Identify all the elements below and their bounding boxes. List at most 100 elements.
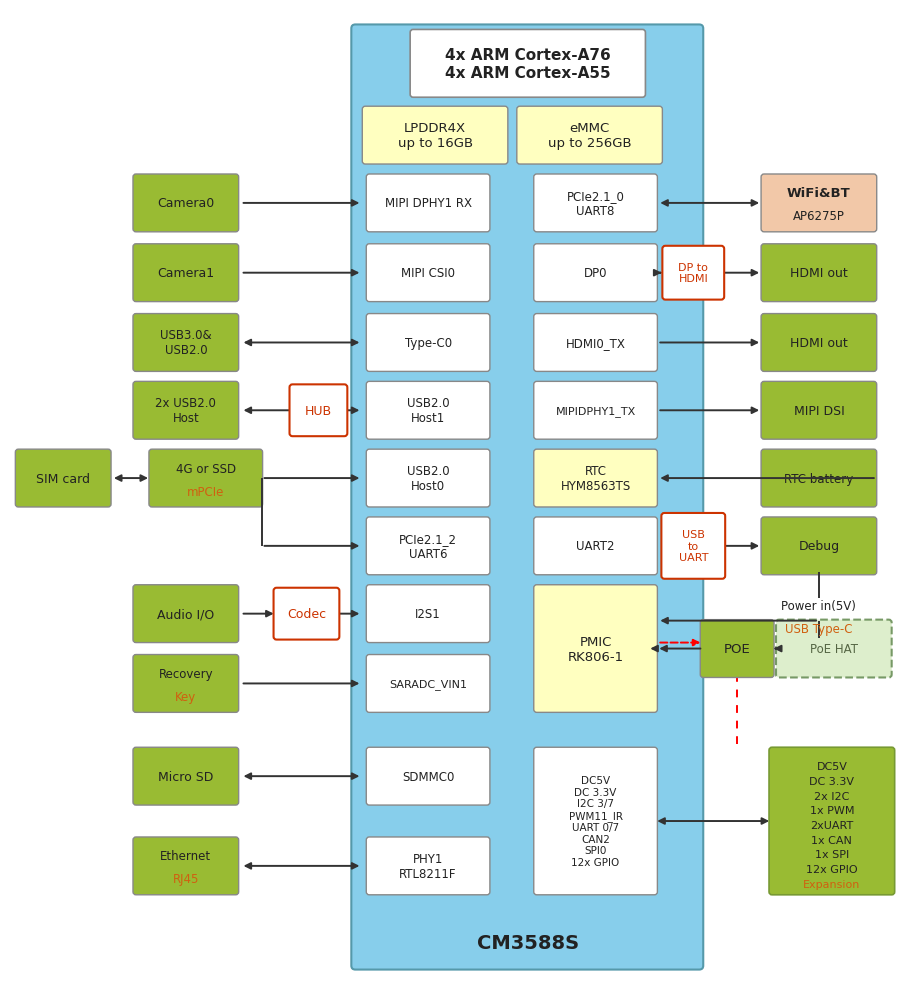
Text: USB Type-C: USB Type-C <box>785 622 853 635</box>
Text: RTC
HYM8563TS: RTC HYM8563TS <box>561 465 631 493</box>
Text: 1x SPI: 1x SPI <box>814 850 849 860</box>
FancyBboxPatch shape <box>761 382 876 440</box>
Text: USB3.0&
USB2.0: USB3.0& USB2.0 <box>160 329 212 357</box>
FancyBboxPatch shape <box>534 244 657 303</box>
Text: Power in(5V): Power in(5V) <box>782 599 856 612</box>
Text: DC 3.3V: DC 3.3V <box>809 777 855 787</box>
FancyBboxPatch shape <box>366 450 490 507</box>
FancyBboxPatch shape <box>534 517 657 575</box>
Text: I2S1: I2S1 <box>415 607 441 620</box>
Text: 4x ARM Cortex-A76
4x ARM Cortex-A55: 4x ARM Cortex-A76 4x ARM Cortex-A55 <box>445 48 611 80</box>
Text: 4G or SSD: 4G or SSD <box>175 462 236 475</box>
Text: 2xUART: 2xUART <box>810 821 854 831</box>
Text: RTC battery: RTC battery <box>784 472 854 485</box>
FancyBboxPatch shape <box>366 517 490 575</box>
Text: Expansion: Expansion <box>803 879 861 889</box>
FancyBboxPatch shape <box>700 620 774 677</box>
Text: PoE HAT: PoE HAT <box>810 642 858 655</box>
Text: USB
to
UART: USB to UART <box>678 530 708 563</box>
Text: HDMI out: HDMI out <box>790 267 848 280</box>
Text: PHY1
RTL8211F: PHY1 RTL8211F <box>399 852 456 880</box>
FancyBboxPatch shape <box>534 382 657 440</box>
Text: HDMI out: HDMI out <box>790 337 848 350</box>
Text: Recovery: Recovery <box>159 667 213 680</box>
Text: RJ45: RJ45 <box>173 873 199 886</box>
Text: SARADC_VIN1: SARADC_VIN1 <box>389 678 467 689</box>
Text: USB2.0
Host1: USB2.0 Host1 <box>407 397 449 425</box>
Text: Ethernet: Ethernet <box>161 850 212 863</box>
FancyBboxPatch shape <box>517 107 662 165</box>
FancyBboxPatch shape <box>761 315 876 372</box>
Text: 1x PWM: 1x PWM <box>810 806 854 816</box>
Text: MIPIDPHY1_TX: MIPIDPHY1_TX <box>555 406 635 416</box>
FancyBboxPatch shape <box>534 747 657 895</box>
Text: DP0: DP0 <box>583 267 607 280</box>
FancyBboxPatch shape <box>662 246 724 301</box>
Text: PMIC
RK806-1: PMIC RK806-1 <box>568 635 624 663</box>
Text: SDMMC0: SDMMC0 <box>402 770 455 783</box>
FancyBboxPatch shape <box>133 837 238 895</box>
Text: DC5V: DC5V <box>816 762 847 772</box>
Text: MIPI DPHY1 RX: MIPI DPHY1 RX <box>384 197 472 210</box>
FancyBboxPatch shape <box>149 450 263 507</box>
Text: 2x I2C: 2x I2C <box>814 791 849 801</box>
Text: mPCIe: mPCIe <box>187 485 225 498</box>
Text: MIPI CSI0: MIPI CSI0 <box>401 267 455 280</box>
Text: HDMI0_TX: HDMI0_TX <box>566 337 625 350</box>
Text: HUB: HUB <box>305 405 332 418</box>
Text: Micro SD: Micro SD <box>158 770 214 783</box>
FancyBboxPatch shape <box>534 450 657 507</box>
Text: POE: POE <box>724 642 750 655</box>
Text: DP to
HDMI: DP to HDMI <box>678 263 708 285</box>
FancyBboxPatch shape <box>366 244 490 303</box>
FancyBboxPatch shape <box>366 585 490 643</box>
Text: USB2.0
Host0: USB2.0 Host0 <box>407 465 449 493</box>
Text: Key: Key <box>175 690 196 703</box>
Text: 1x CAN: 1x CAN <box>812 835 853 845</box>
FancyBboxPatch shape <box>661 513 725 579</box>
Text: WiFi&BT: WiFi&BT <box>787 187 851 200</box>
Text: Type-C0: Type-C0 <box>404 337 452 350</box>
Text: 2x USB2.0
Host: 2x USB2.0 Host <box>155 397 216 425</box>
FancyBboxPatch shape <box>366 315 490 372</box>
FancyBboxPatch shape <box>133 747 238 806</box>
FancyBboxPatch shape <box>761 244 876 303</box>
Text: Camera1: Camera1 <box>157 267 215 280</box>
Text: Audio I/O: Audio I/O <box>157 607 215 620</box>
FancyBboxPatch shape <box>289 385 347 437</box>
FancyBboxPatch shape <box>534 174 657 232</box>
FancyBboxPatch shape <box>410 30 645 98</box>
FancyBboxPatch shape <box>761 174 876 232</box>
FancyBboxPatch shape <box>366 747 490 806</box>
FancyBboxPatch shape <box>274 588 340 640</box>
Text: DC5V
DC 3.3V
I2C 3/7
PWM11_IR
UART 0/7
CAN2
SPI0
12x GPIO: DC5V DC 3.3V I2C 3/7 PWM11_IR UART 0/7 C… <box>569 776 623 867</box>
FancyBboxPatch shape <box>366 382 490 440</box>
FancyBboxPatch shape <box>761 517 876 575</box>
Text: PCIe2.1_2
UART6: PCIe2.1_2 UART6 <box>399 532 457 560</box>
Text: eMMC
up to 256GB: eMMC up to 256GB <box>548 122 632 150</box>
Text: Debug: Debug <box>798 540 839 553</box>
Text: SIM card: SIM card <box>37 472 90 485</box>
FancyBboxPatch shape <box>534 585 657 712</box>
FancyBboxPatch shape <box>133 244 238 303</box>
Text: CM3588S: CM3588S <box>477 933 579 952</box>
FancyBboxPatch shape <box>352 25 703 970</box>
FancyBboxPatch shape <box>761 450 876 507</box>
FancyBboxPatch shape <box>776 620 892 677</box>
FancyBboxPatch shape <box>366 655 490 712</box>
Text: Codec: Codec <box>287 607 326 620</box>
FancyBboxPatch shape <box>133 174 238 232</box>
Text: Camera0: Camera0 <box>157 197 215 210</box>
Text: PCIe2.1_0
UART8: PCIe2.1_0 UART8 <box>567 189 624 217</box>
FancyBboxPatch shape <box>133 315 238 372</box>
FancyBboxPatch shape <box>133 382 238 440</box>
FancyBboxPatch shape <box>366 174 490 232</box>
Text: 12x GPIO: 12x GPIO <box>806 865 857 875</box>
FancyBboxPatch shape <box>362 107 508 165</box>
Text: UART2: UART2 <box>576 540 614 553</box>
FancyBboxPatch shape <box>769 747 895 895</box>
FancyBboxPatch shape <box>534 315 657 372</box>
FancyBboxPatch shape <box>16 450 111 507</box>
FancyBboxPatch shape <box>133 585 238 643</box>
Text: AP6275P: AP6275P <box>793 210 845 223</box>
